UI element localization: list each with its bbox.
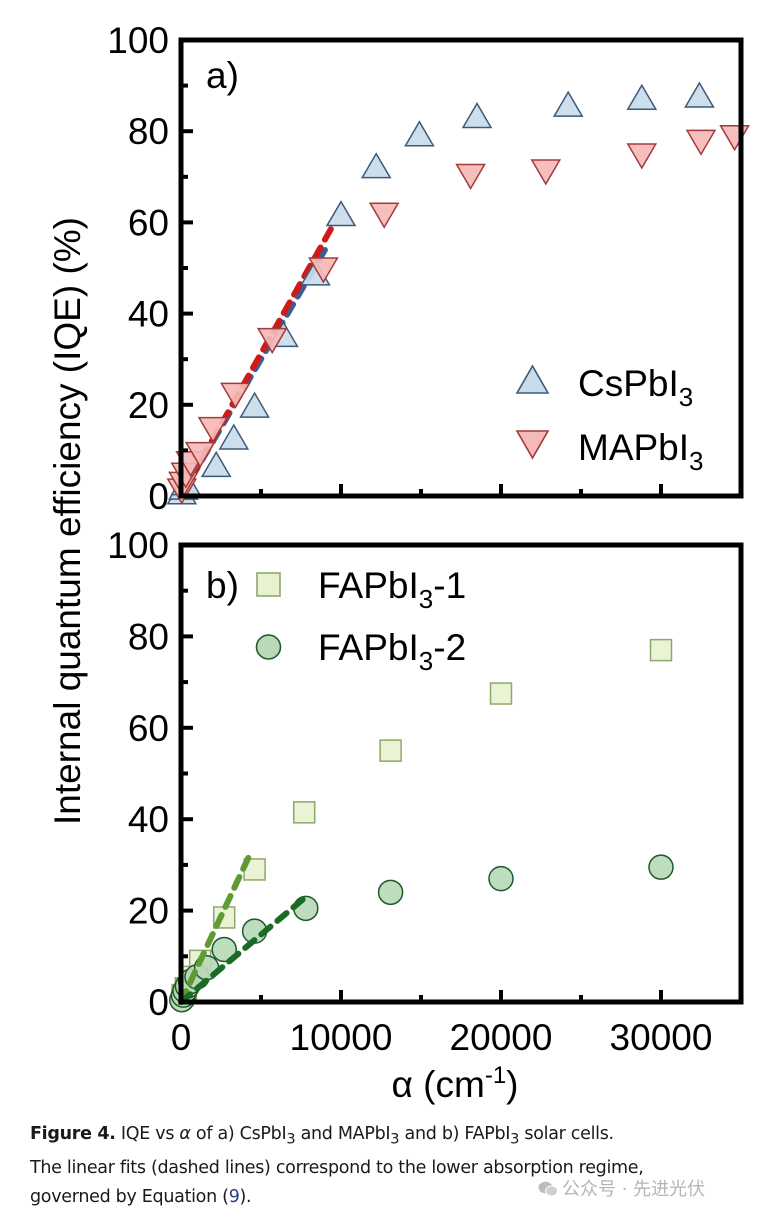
y-tick-label: 60 <box>128 202 169 243</box>
legend-item-cspbi3: CsPbI3 <box>515 363 693 412</box>
data-point-mapbi3 <box>256 327 288 355</box>
panel-a-label: a) <box>206 55 239 96</box>
figure: 0 20 40 60 80 100 a) CsPbI3 MAPbI3 0 20 40 60 80 1… <box>47 20 750 1105</box>
data-point-fapbi3-1 <box>379 739 402 762</box>
wechat-icon <box>538 1181 558 1197</box>
y-tick-label: 20 <box>128 385 169 426</box>
caption-alpha: α <box>179 1124 191 1144</box>
watermark: 公众号 · 先进光伏 <box>538 1175 705 1201</box>
x-tick-label: 30000 <box>610 1017 713 1058</box>
watermark-text: 公众号 · 先进光伏 <box>562 1179 706 1200</box>
x-axis-title: α (cm-1) <box>392 1062 519 1105</box>
panel-b-legend: FAPbI3-1 FAPbI3-2 <box>255 565 466 676</box>
data-point-cspbi3 <box>360 152 392 179</box>
legend-label-fapbi3-2: FAPbI3-2 <box>318 627 466 676</box>
data-point-fapbi3-2 <box>648 854 674 880</box>
figure-caption: Figure 4. IQE vs α of a) CsPbI3 and MAPb… <box>30 1120 770 1212</box>
caption-sub: 3 <box>510 1130 520 1148</box>
panel-b-data-points <box>169 638 674 1013</box>
equation-link[interactable]: 9 <box>228 1186 240 1207</box>
panel-b-ticks <box>179 543 743 1004</box>
data-point-mapbi3 <box>184 441 216 469</box>
caption-line-3: governed by Equation (9). <box>30 1183 770 1212</box>
panel-b-label: b) <box>206 565 239 606</box>
y-tick-label: 40 <box>128 294 169 335</box>
legend-item-mapbi3: MAPbI3 <box>515 427 704 476</box>
caption-text: governed by Equation ( <box>30 1186 229 1207</box>
x-tick-label: 0 <box>171 1017 192 1058</box>
legend-label-mapbi3: MAPbI3 <box>578 427 704 476</box>
panel-b-fit-lines <box>178 848 309 1005</box>
caption-text: and b) FAPbI <box>399 1124 511 1144</box>
data-point-cspbi3 <box>218 423 250 450</box>
y-tick-label: 0 <box>148 476 169 517</box>
y-tick-label: 60 <box>128 708 169 749</box>
data-point-cspbi3 <box>200 450 232 478</box>
panel-a-data-points <box>166 81 750 505</box>
legend-item-fapbi3-1: FAPbI3-1 <box>256 565 466 614</box>
x-tick-label: 20000 <box>450 1017 553 1058</box>
caption-text: IQE vs <box>115 1124 180 1144</box>
data-point-mapbi3 <box>626 143 658 170</box>
x-tick-label: 10000 <box>290 1017 393 1058</box>
data-point-fapbi3-2 <box>377 879 404 906</box>
y-tick-label: 80 <box>128 111 169 152</box>
data-point-cspbi3 <box>626 83 658 111</box>
data-point-mapbi3 <box>197 416 229 444</box>
legend-marker-square <box>256 572 281 597</box>
data-point-mapbi3 <box>368 202 400 229</box>
legend-label-cspbi3: CsPbI3 <box>578 363 693 412</box>
caption-line-1: Figure 4. IQE vs α of a) CsPbI3 and MAPb… <box>30 1120 770 1154</box>
data-point-mapbi3 <box>530 159 562 186</box>
data-point-cspbi3 <box>684 81 715 108</box>
x-tick-labels: 0 10000 20000 30000 <box>171 1017 713 1058</box>
data-point-mapbi3 <box>455 163 486 191</box>
caption-text: of a) CsPbI <box>190 1124 287 1144</box>
panel-b-y-tick-labels: 0 20 40 60 80 100 <box>107 525 169 1023</box>
legend-marker-triangle-down <box>515 430 550 460</box>
panel-a-y-tick-labels: 0 20 40 60 80 100 <box>107 20 169 517</box>
caption-text: and MAPbI <box>295 1124 391 1144</box>
data-point-cspbi3 <box>404 120 435 147</box>
data-point-fapbi3-2 <box>211 936 237 963</box>
fit-line-fapbi3-1 <box>178 848 255 1005</box>
y-tick-label: 100 <box>107 525 169 566</box>
data-point-cspbi3 <box>239 391 270 418</box>
y-tick-label: 100 <box>107 20 169 61</box>
panel-a-legend: CsPbI3 MAPbI3 <box>515 363 704 476</box>
caption-text: solar cells. <box>519 1124 614 1144</box>
panel-a-ticks <box>179 38 743 498</box>
data-point-mapbi3 <box>220 382 251 409</box>
caption-line-2: The linear fits (dashed lines) correspon… <box>30 1157 644 1178</box>
data-point-cspbi3 <box>461 102 493 129</box>
data-point-cspbi3 <box>325 200 357 227</box>
caption-sub: 3 <box>390 1130 400 1148</box>
y-tick-label: 40 <box>128 799 169 840</box>
data-point-mapbi3 <box>308 257 339 284</box>
y-tick-label: 0 <box>148 982 169 1023</box>
figure-label: Figure 4. <box>30 1124 116 1144</box>
data-point-mapbi3 <box>685 129 717 156</box>
legend-marker-triangle-up <box>515 364 550 394</box>
data-point-cspbi3 <box>552 90 584 117</box>
legend-item-fapbi3-2: FAPbI3-2 <box>255 627 466 676</box>
panel-a: 0 20 40 60 80 100 a) CsPbI3 MAPbI3 <box>107 20 750 517</box>
data-point-fapbi3-1 <box>489 682 513 705</box>
data-point-fapbi3-2 <box>488 865 514 892</box>
caption-text: ). <box>239 1186 252 1207</box>
legend-marker-circle <box>255 634 282 660</box>
y-tick-label: 20 <box>128 891 169 932</box>
legend-label-fapbi3-1: FAPbI3-1 <box>318 565 466 614</box>
fit-line-fapbi3-2 <box>178 893 309 1005</box>
data-point-fapbi3-1 <box>649 638 673 662</box>
y-tick-label: 80 <box>128 616 169 657</box>
data-point-fapbi3-2 <box>293 895 319 922</box>
panel-b: 0 20 40 60 80 100 b) FAPbI3-1 FAPbI3-2 <box>107 525 744 1023</box>
y-axis-title: Internal quantum efficiency (IQE) (%) <box>47 217 88 825</box>
data-point-fapbi3-1 <box>292 801 316 824</box>
caption-sub: 3 <box>286 1130 296 1148</box>
data-point-mapbi3 <box>719 125 750 152</box>
